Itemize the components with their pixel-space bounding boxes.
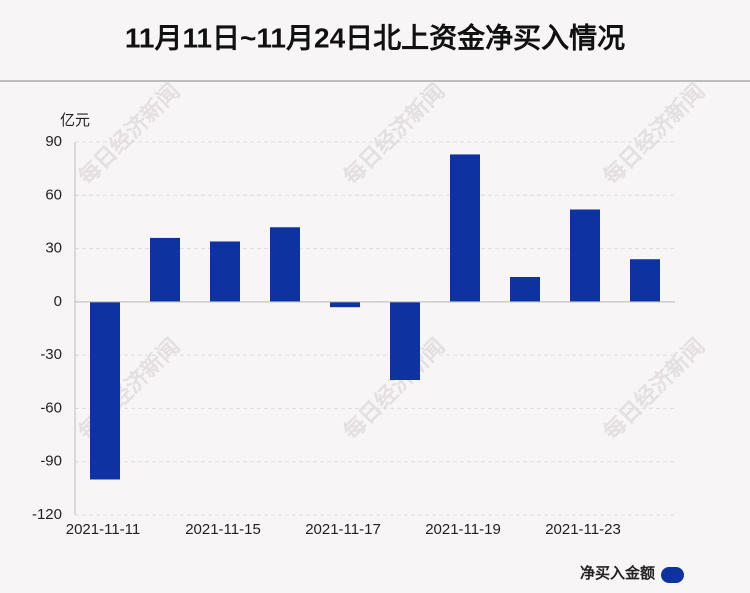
bar bbox=[210, 241, 240, 302]
y-tick-label: -120 bbox=[32, 506, 62, 523]
bar bbox=[90, 301, 120, 480]
y-tick-label: 60 bbox=[45, 186, 62, 203]
bar bbox=[510, 276, 540, 302]
chart-title: 11月11日~11月24日北上资金净买入情况 bbox=[125, 21, 625, 53]
x-tick-label: 2021-11-19 bbox=[425, 521, 501, 538]
y-tick-label: -60 bbox=[40, 399, 62, 416]
x-tick-label: 2021-11-23 bbox=[545, 521, 621, 538]
bar bbox=[330, 301, 360, 308]
y-tick-label: 30 bbox=[45, 240, 62, 257]
bar bbox=[270, 227, 300, 302]
bar bbox=[630, 259, 660, 302]
bar bbox=[150, 237, 180, 302]
legend-swatch bbox=[661, 567, 684, 583]
x-tick-label: 2021-11-11 bbox=[66, 521, 141, 538]
bar bbox=[390, 301, 420, 381]
bar bbox=[450, 154, 480, 302]
y-axis-label: 亿元 bbox=[60, 112, 90, 129]
y-tick-label: 90 bbox=[45, 133, 62, 150]
bar bbox=[570, 209, 600, 302]
y-tick-label: -90 bbox=[40, 453, 62, 470]
legend-label: 净买入金额 bbox=[580, 564, 655, 582]
y-tick-label: -30 bbox=[40, 346, 62, 363]
x-tick-label: 2021-11-15 bbox=[185, 521, 261, 538]
y-tick-label: 0 bbox=[54, 293, 62, 310]
x-tick-label: 2021-11-17 bbox=[305, 521, 381, 538]
